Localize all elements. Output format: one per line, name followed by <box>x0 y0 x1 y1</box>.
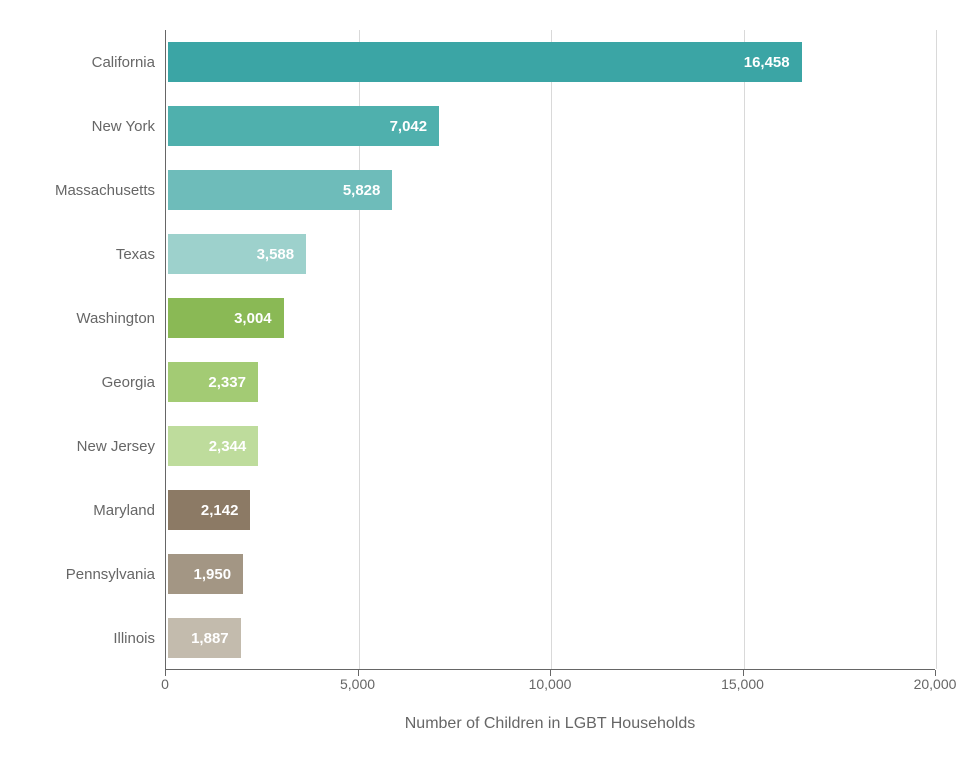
bar-value-label: 3,004 <box>234 310 272 327</box>
bar-value-label: 5,828 <box>343 182 381 199</box>
bar: 1,887 <box>168 618 241 658</box>
y-category-label: Washington <box>5 286 155 350</box>
bar: 7,042 <box>168 106 439 146</box>
bar-value-label: 3,588 <box>257 246 295 263</box>
x-tick-label: 10,000 <box>529 676 572 692</box>
bar-value-label: 2,344 <box>209 438 247 455</box>
bar-value-label: 16,458 <box>744 54 790 71</box>
y-category-label: California <box>5 30 155 94</box>
bar-row: 1,950 <box>166 542 935 606</box>
chart-container: 16,458 7,042 5,828 3,588 3,004 2,337 2,344 2,14… <box>0 0 973 769</box>
bar-value-label: 7,042 <box>390 118 428 135</box>
bar-row: 3,588 <box>166 222 935 286</box>
x-axis-label: Number of Children in LGBT Households <box>165 715 935 733</box>
bar-row: 16,458 <box>166 30 935 94</box>
y-category-label: Illinois <box>5 606 155 670</box>
plot-area: 16,458 7,042 5,828 3,588 3,004 2,337 2,344 2,14… <box>165 30 935 670</box>
bar: 16,458 <box>168 42 802 82</box>
gridline <box>936 30 937 669</box>
y-category-label: Maryland <box>5 478 155 542</box>
bar: 2,337 <box>168 362 258 402</box>
y-category-label: Massachusetts <box>5 158 155 222</box>
y-category-label: New Jersey <box>5 414 155 478</box>
y-category-label: Texas <box>5 222 155 286</box>
bar-row: 3,004 <box>166 286 935 350</box>
x-tick-label: 15,000 <box>721 676 764 692</box>
x-tick-label: 0 <box>161 676 169 692</box>
x-tick-label: 20,000 <box>914 676 957 692</box>
bar: 2,344 <box>168 426 258 466</box>
bar: 5,828 <box>168 170 392 210</box>
bar-row: 7,042 <box>166 94 935 158</box>
bar-row: 2,142 <box>166 478 935 542</box>
y-category-label: New York <box>5 94 155 158</box>
bar-value-label: 1,950 <box>194 566 232 583</box>
bar: 3,588 <box>168 234 306 274</box>
bar-value-label: 1,887 <box>191 630 229 647</box>
y-category-label: Georgia <box>5 350 155 414</box>
bar: 1,950 <box>168 554 243 594</box>
bar-row: 2,344 <box>166 414 935 478</box>
bar-row: 5,828 <box>166 158 935 222</box>
bar: 2,142 <box>168 490 250 530</box>
y-category-label: Pennsylvania <box>5 542 155 606</box>
bar-row: 2,337 <box>166 350 935 414</box>
bar-value-label: 2,142 <box>201 502 239 519</box>
bar-value-label: 2,337 <box>208 374 246 391</box>
bar-row: 1,887 <box>166 606 935 670</box>
x-tick-label: 5,000 <box>340 676 375 692</box>
bar: 3,004 <box>168 298 284 338</box>
